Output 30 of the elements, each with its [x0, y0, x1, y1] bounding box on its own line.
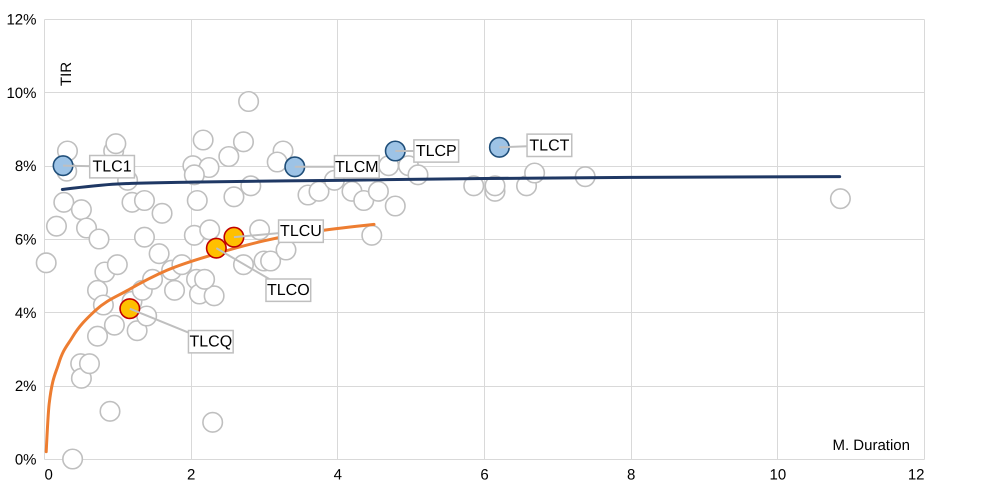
x-tick-label: 10	[769, 466, 786, 484]
y-axis-title: TIR	[58, 62, 75, 86]
x-tick-label: 4	[334, 466, 342, 484]
annotation: TLC1	[92, 158, 132, 176]
x-tick-label: 6	[480, 466, 489, 484]
y-tick-label: 2%	[14, 378, 36, 396]
x-tick-label: 8	[626, 466, 636, 484]
annotation: TLCO	[266, 282, 310, 300]
point	[119, 298, 140, 320]
annotation: TLCM	[335, 158, 379, 176]
point	[206, 238, 227, 259]
point	[384, 140, 406, 162]
x-tick-label: 2	[186, 466, 196, 484]
annotation: TLCQ	[189, 334, 232, 351]
y-tick-label: 10%	[6, 84, 36, 102]
x-axis-title: M. Duration	[832, 437, 910, 454]
y-tick-label: 12%	[6, 12, 36, 28]
x-tick-label: 12	[908, 466, 924, 484]
annotation: TLCU	[280, 223, 322, 240]
y-tick-label: 4%	[14, 304, 36, 322]
annotation: TLCT	[529, 137, 570, 154]
y-tick-label: 6%	[14, 232, 36, 248]
point	[488, 136, 510, 158]
point	[284, 156, 306, 178]
point	[223, 226, 244, 248]
point	[52, 155, 74, 176]
annotation: TLCP	[416, 143, 457, 160]
y-tick-label: 0%	[14, 452, 36, 468]
x-tick-label: 0	[44, 466, 53, 484]
y-tick-label: 8%	[14, 158, 36, 176]
